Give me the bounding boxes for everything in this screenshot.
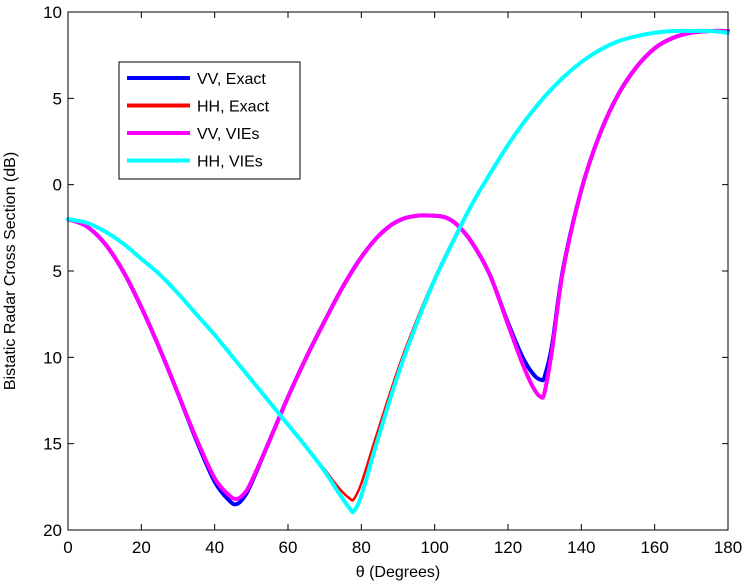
y-axis-label: Bistatic Radar Cross Section (dB) — [2, 152, 19, 390]
x-axis-label: θ (Degrees) — [356, 564, 440, 581]
legend: VV, Exact HH, Exact VV, VIEs HH, VIEs — [118, 61, 301, 180]
y-tick-label: 15 — [43, 435, 62, 454]
y-tick-label: 0 — [53, 176, 62, 195]
x-tick-label: 60 — [279, 538, 298, 557]
x-tick-label: 80 — [352, 538, 371, 557]
y-tick-label: 10 — [43, 3, 62, 22]
x-tick-label: 0 — [63, 538, 72, 557]
x-tick-label: 120 — [494, 538, 522, 557]
y-tick-label: 5 — [53, 262, 62, 281]
series-line-3 — [66, 28, 730, 501]
x-tick-label: 100 — [420, 538, 448, 557]
legend-label-1: VV, Exact — [197, 71, 266, 88]
legend-label-4: HH, VIEs — [197, 154, 263, 171]
x-tick-label: 40 — [205, 538, 224, 557]
y-tick-label: 5 — [53, 89, 62, 108]
series-line-4 — [66, 28, 730, 515]
legend-label-2: HH, Exact — [197, 99, 270, 116]
legend-label-3: VV, VIEs — [197, 126, 260, 143]
x-tick-label: 20 — [132, 538, 151, 557]
x-tick-label: 180 — [714, 538, 742, 557]
series-layer — [66, 28, 730, 515]
y-tick-label: 10 — [43, 348, 62, 367]
y-tick-label: 20 — [43, 521, 62, 540]
x-tick-label: 140 — [567, 538, 595, 557]
x-tick-label: 160 — [640, 538, 668, 557]
